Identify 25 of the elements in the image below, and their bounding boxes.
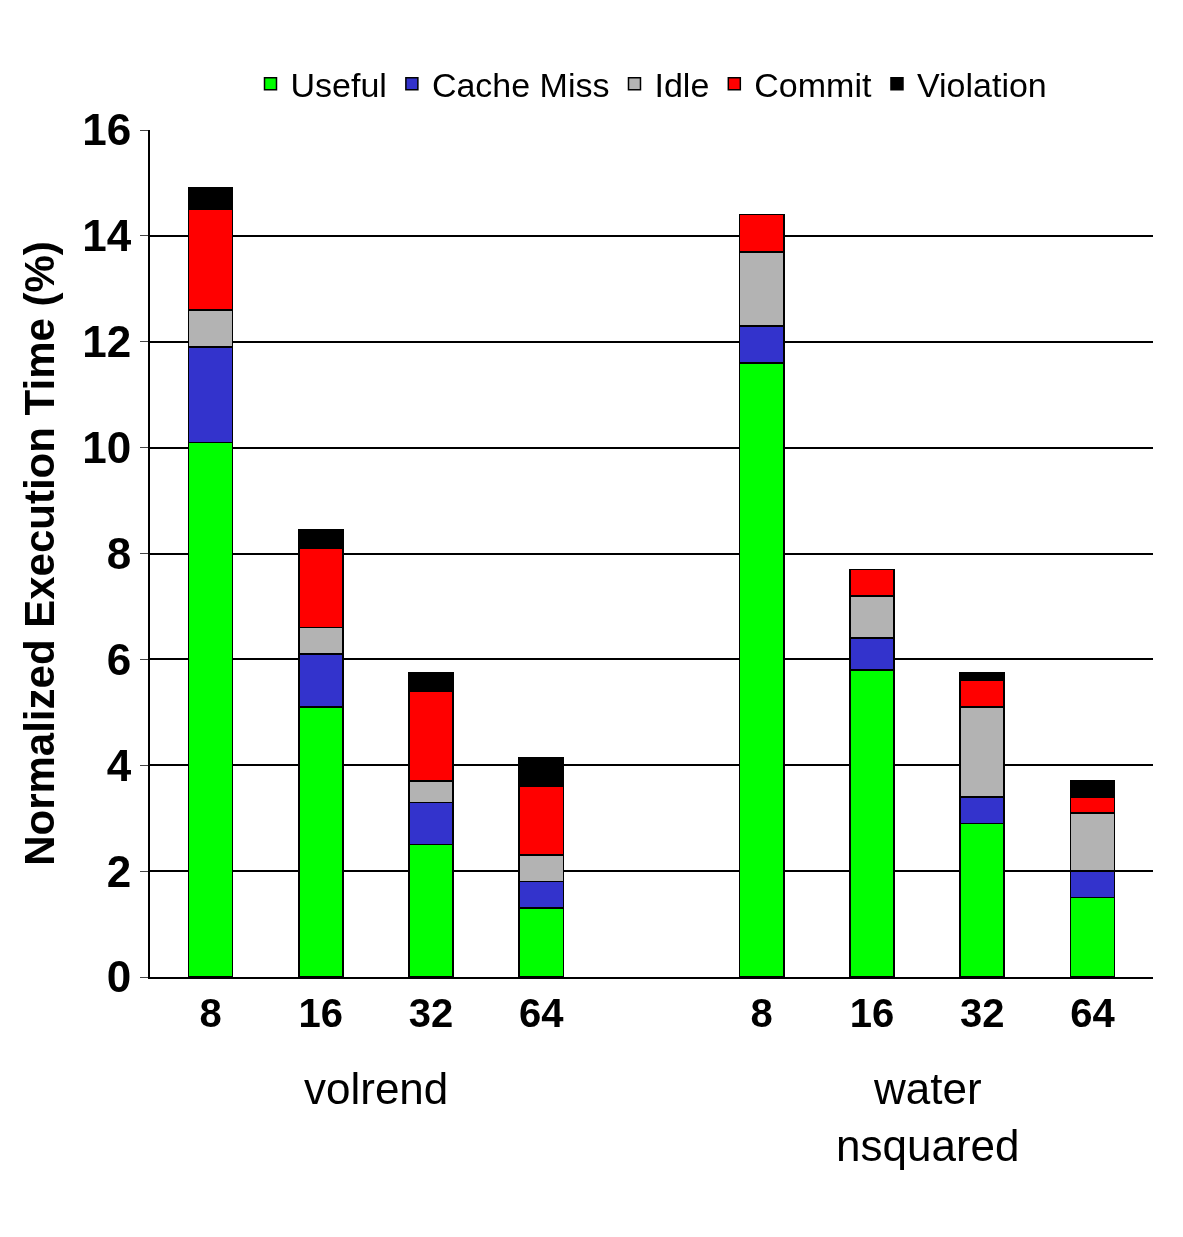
y-tick-label: 12 <box>82 317 132 367</box>
legend-label: Commit <box>754 65 872 104</box>
y-axis-title: Normalized Execution Time (%) <box>15 241 63 866</box>
y-tick-label: 2 <box>106 846 132 896</box>
x-tick-label: 32 <box>959 991 1005 1035</box>
y-tick-label: 16 <box>82 105 132 155</box>
x-tick-label: 16 <box>849 991 895 1035</box>
legend-label: Useful <box>290 65 387 104</box>
x-tick-label: 64 <box>1070 991 1116 1035</box>
legend-label: Idle <box>654 65 710 104</box>
y-tick-label: 4 <box>106 740 132 790</box>
y-tick-label: 0 <box>106 952 132 1002</box>
x-tick-label: 64 <box>519 991 565 1035</box>
text: water nsquared <box>836 1064 1020 1171</box>
x-tick-label: 32 <box>408 991 454 1035</box>
x-tick-label: 8 <box>199 991 222 1035</box>
x-tick-label: 8 <box>750 991 773 1035</box>
y-tick-label: 8 <box>106 528 132 578</box>
y-tick-label: 6 <box>106 634 132 684</box>
legend-label: Cache Miss <box>431 65 610 104</box>
legend-label: Violation <box>916 65 1047 104</box>
y-tick-label: 10 <box>82 423 132 473</box>
text: volrend <box>304 1064 449 1113</box>
x-tick-label: 16 <box>298 991 344 1035</box>
y-tick-label: 14 <box>82 211 132 261</box>
